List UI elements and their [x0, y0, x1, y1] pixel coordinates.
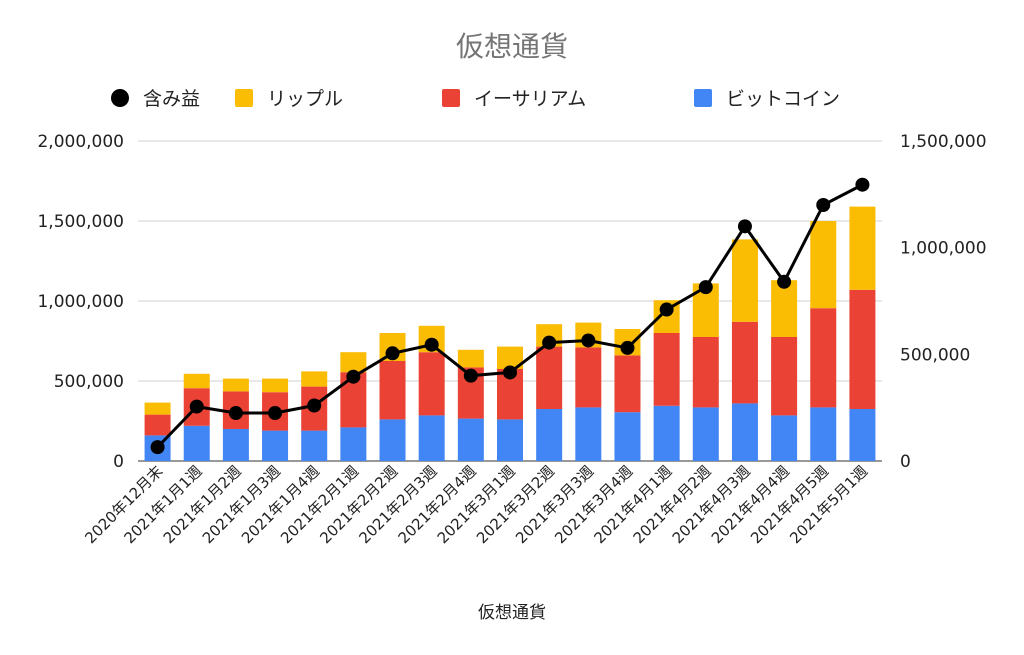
bar [379, 361, 406, 420]
bar [731, 403, 758, 461]
profit-point [737, 219, 752, 234]
legend-swatch [235, 89, 253, 107]
bar [810, 221, 837, 309]
profit-point [189, 399, 204, 414]
left-tick-label: 500,000 [54, 372, 124, 392]
profit-point [385, 346, 400, 361]
bar [301, 430, 328, 461]
profit-point [777, 274, 792, 289]
bar [692, 337, 719, 408]
bar [418, 415, 445, 461]
bar [497, 346, 523, 369]
bar [183, 373, 210, 389]
x-axis: 2020年12月末2021年1月1週2021年1月2週2021年1月3週2021… [81, 462, 871, 547]
bar [810, 407, 837, 461]
profit-point [424, 337, 439, 352]
bar [653, 405, 680, 461]
left-tick-label: 1,000,000 [37, 292, 124, 312]
left-tick-label: 0 [113, 452, 124, 472]
bar [731, 321, 758, 404]
legend-item: イーサリアム [442, 88, 586, 110]
bar [301, 371, 328, 387]
bar [575, 347, 602, 408]
right-tick-label: 1,000,000 [900, 239, 987, 259]
right-tick-label: 0 [900, 452, 911, 472]
right-axis: 0 500,000 1,000,000 1,500,000 [900, 132, 987, 472]
bar [340, 427, 367, 461]
right-tick-label: 500,000 [900, 345, 970, 365]
bar [183, 425, 210, 461]
bar [418, 352, 445, 416]
legend-label: ビットコイン [726, 88, 840, 110]
profit-point [659, 302, 674, 317]
bar [144, 402, 171, 415]
legend-item: 含み益 [111, 88, 200, 110]
profit-line-series [150, 177, 870, 455]
profit-point [307, 398, 322, 413]
bar [457, 349, 484, 368]
profit-point [698, 280, 713, 295]
profit-point [816, 198, 831, 212]
legend: 含み益 リップル イーサリアム ビットコイン [111, 88, 840, 110]
legend-swatch [694, 89, 712, 107]
bar [810, 308, 837, 408]
legend-label: リップル [267, 88, 343, 110]
profit-point [463, 368, 478, 383]
bar [771, 415, 798, 461]
legend-label: 含み益 [143, 88, 200, 110]
bar [536, 346, 563, 409]
gridlines [138, 140, 882, 462]
bar [340, 352, 367, 373]
bar [144, 414, 171, 436]
bar [614, 355, 641, 413]
left-tick-label: 1,500,000 [37, 212, 124, 232]
profit-point [581, 333, 596, 348]
bar [771, 280, 798, 337]
bar [536, 409, 563, 461]
bar [575, 407, 602, 461]
profit-point [620, 340, 635, 355]
bar [262, 378, 289, 393]
bar [653, 333, 680, 406]
bar [614, 412, 641, 461]
legend-label: イーサリアム [474, 88, 586, 110]
chart-title: 仮想通貨 [456, 30, 568, 63]
profit-point [855, 177, 870, 192]
legend-item: ビットコイン [694, 88, 840, 110]
bars [144, 206, 876, 461]
right-tick-label: 1,500,000 [900, 132, 987, 152]
legend-marker [111, 89, 129, 107]
bar [222, 378, 249, 392]
bar [262, 430, 289, 461]
x-axis-label: 仮想通貨 [478, 603, 546, 623]
bar [379, 419, 406, 461]
profit-point [503, 365, 517, 380]
legend-item: リップル [235, 88, 343, 110]
profit-point [150, 440, 165, 455]
left-tick-label: 2,000,000 [37, 132, 124, 152]
bar [849, 206, 876, 290]
profit-point [228, 406, 243, 420]
bar [731, 239, 758, 322]
bar [849, 409, 876, 461]
profit-point [542, 335, 557, 350]
bar [692, 407, 719, 461]
left-axis: 0 500,000 1,000,000 1,500,000 2,000,000 [37, 132, 124, 472]
bar [222, 429, 249, 461]
profit-point [268, 406, 283, 420]
profit-point [346, 369, 361, 384]
legend-swatch [442, 89, 460, 107]
bar [497, 419, 523, 461]
bar [849, 289, 876, 409]
bar [457, 418, 484, 461]
bar [771, 337, 798, 416]
